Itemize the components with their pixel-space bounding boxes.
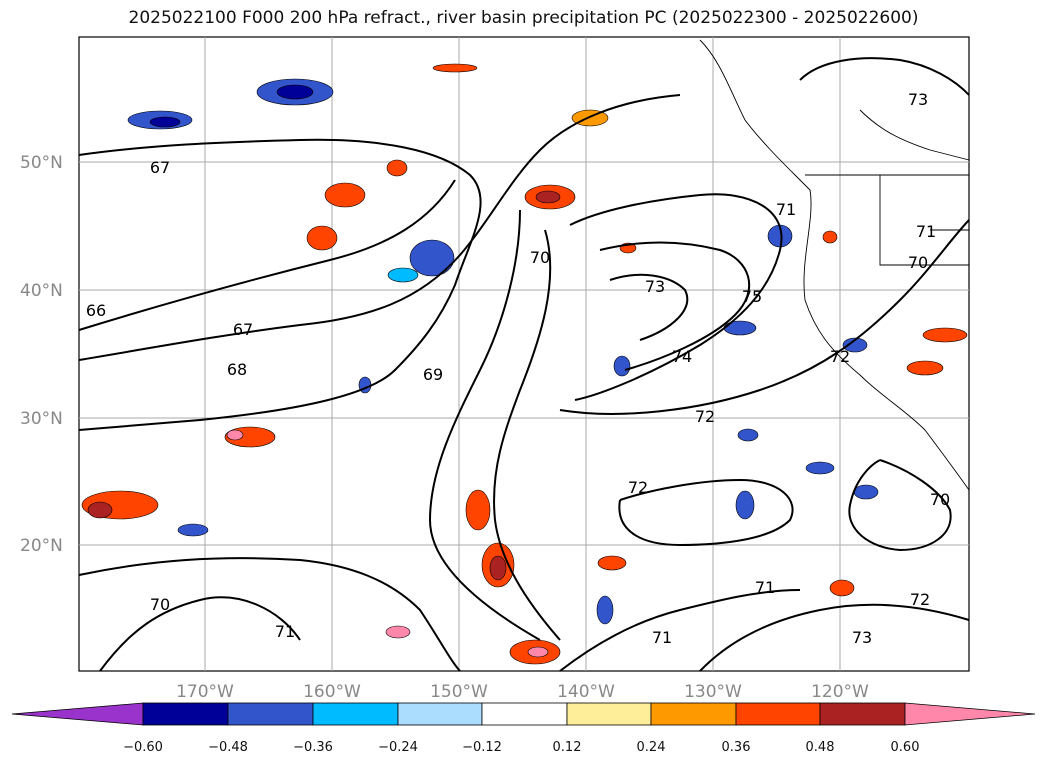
contour-label: 70 [908, 253, 928, 272]
colorbar-tick: −0.12 [462, 740, 502, 755]
colorbar-tick: 0.12 [553, 740, 582, 755]
contour-label: 68 [227, 360, 247, 379]
colorbar-tick: −0.24 [378, 740, 418, 755]
lat-label: 20°N [20, 536, 63, 556]
contour-label: 71 [916, 222, 936, 241]
lon-labels: 170°W 160°W 150°W 140°W 130°W 120°W [176, 682, 869, 702]
lat-label: 50°N [20, 153, 63, 173]
contour-label: 70 [930, 490, 950, 509]
lon-label: 160°W [303, 682, 361, 702]
lon-label: 120°W [811, 682, 869, 702]
lat-label: 30°N [20, 409, 63, 429]
lat-label: 40°N [20, 281, 63, 301]
contour-label: 72 [830, 347, 850, 366]
lon-label: 170°W [176, 682, 234, 702]
contour-label: 71 [755, 578, 775, 597]
lon-label: 150°W [430, 682, 488, 702]
contour-label: 72 [628, 478, 648, 497]
contour-label: 73 [645, 277, 665, 296]
contour-label: 73 [908, 90, 928, 109]
contour-label: 72 [910, 590, 930, 609]
contour-label: 66 [86, 301, 106, 320]
lon-label: 130°W [684, 682, 742, 702]
contour-label: 73 [852, 628, 872, 647]
map-title: 2025022100 F000 200 hPa refract., river … [128, 8, 919, 28]
colorbar-tick: 0.36 [722, 740, 751, 755]
colorbar-ticks: −0.60 −0.48 −0.36 −0.24 −0.12 0.12 0.24 … [123, 740, 919, 755]
colorbar-min-arrow [11, 702, 144, 726]
colorbar-tick: −0.36 [293, 740, 333, 755]
coastline [699, 39, 970, 491]
colorbar-tick: 0.48 [806, 740, 835, 755]
contour-label: 75 [742, 287, 762, 306]
colorbar-tick: 0.60 [891, 740, 920, 755]
colorbar [11, 702, 1036, 726]
contours [78, 57, 970, 672]
contour-label: 67 [233, 320, 253, 339]
contour-label: 70 [530, 248, 550, 267]
contour-label: 69 [423, 365, 443, 384]
colorbar-tick: 0.24 [637, 740, 666, 755]
contour-labels: 67 66 67 68 69 70 71 72 72 73 74 75 73 7… [86, 90, 950, 647]
contour-label: 70 [150, 595, 170, 614]
precip-negative [127, 78, 879, 625]
colorbar-tick: −0.48 [208, 740, 248, 755]
precip-positive [81, 63, 968, 665]
colorbar-tick: −0.60 [123, 740, 163, 755]
contour-label: 72 [695, 407, 715, 426]
colorbar-max-arrow [904, 702, 1036, 726]
lon-label: 140°W [557, 682, 615, 702]
lat-labels: 50°N 40°N 30°N 20°N [20, 153, 63, 556]
contour-label: 71 [776, 200, 796, 219]
contour-label: 74 [672, 347, 692, 366]
contour-label: 71 [652, 628, 672, 647]
contour-label: 71 [275, 622, 295, 641]
contour-label: 67 [150, 158, 170, 177]
